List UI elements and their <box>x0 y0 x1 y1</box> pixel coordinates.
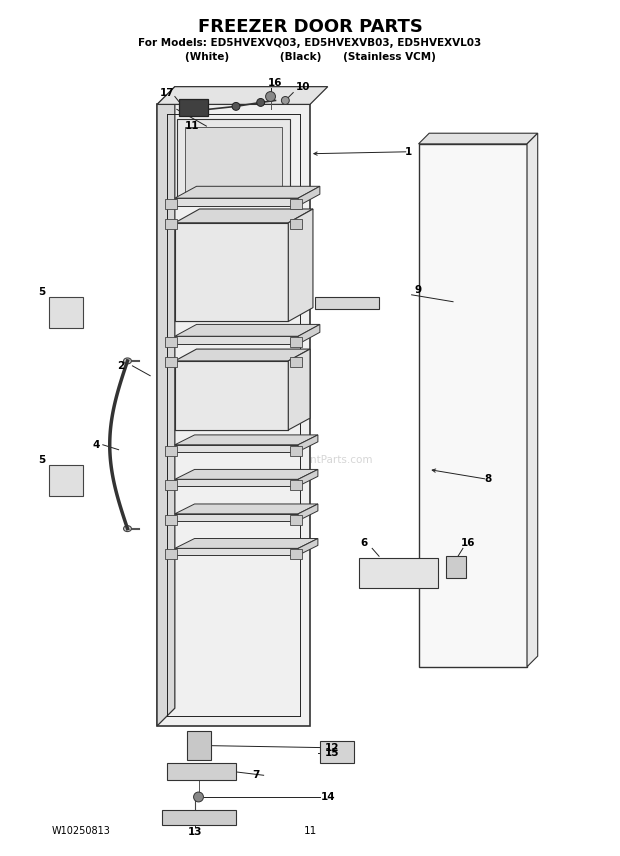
Text: 5: 5 <box>38 287 45 297</box>
Polygon shape <box>175 435 318 445</box>
Polygon shape <box>315 297 379 309</box>
Text: W10250813: W10250813 <box>51 825 110 835</box>
Text: (White)              (Black)      (Stainless VCM): (White) (Black) (Stainless VCM) <box>185 52 435 62</box>
Polygon shape <box>165 550 177 559</box>
Polygon shape <box>175 336 298 344</box>
Polygon shape <box>175 223 288 322</box>
Text: 7: 7 <box>252 770 259 781</box>
Polygon shape <box>175 198 298 206</box>
Polygon shape <box>175 445 298 452</box>
Polygon shape <box>165 219 177 229</box>
Text: FREEZER DOOR PARTS: FREEZER DOOR PARTS <box>198 19 422 37</box>
Ellipse shape <box>123 526 131 532</box>
Polygon shape <box>290 337 302 347</box>
Polygon shape <box>290 219 302 229</box>
Polygon shape <box>298 504 318 520</box>
Polygon shape <box>418 144 527 667</box>
Polygon shape <box>290 550 302 559</box>
Text: For Models: ED5HVEXVQ03, ED5HVEXVB03, ED5HVEXVL03: For Models: ED5HVEXVQ03, ED5HVEXVB03, ED… <box>138 39 482 48</box>
Text: 5: 5 <box>38 455 45 465</box>
Polygon shape <box>175 479 298 486</box>
Polygon shape <box>320 740 355 764</box>
Polygon shape <box>175 349 310 361</box>
Polygon shape <box>290 199 302 209</box>
Polygon shape <box>298 469 318 486</box>
Polygon shape <box>288 209 313 322</box>
Polygon shape <box>288 349 310 430</box>
Polygon shape <box>175 538 318 549</box>
Text: 9: 9 <box>415 285 422 294</box>
Ellipse shape <box>123 358 131 364</box>
Polygon shape <box>165 446 177 455</box>
Polygon shape <box>165 337 177 347</box>
Polygon shape <box>165 480 177 490</box>
Circle shape <box>265 92 275 102</box>
Polygon shape <box>175 504 318 514</box>
Polygon shape <box>290 357 302 367</box>
Polygon shape <box>175 514 298 520</box>
Circle shape <box>193 792 203 802</box>
Polygon shape <box>162 810 236 824</box>
Text: 11: 11 <box>184 121 199 131</box>
Polygon shape <box>360 558 438 588</box>
Polygon shape <box>298 435 318 452</box>
Text: 16: 16 <box>268 78 283 87</box>
Text: 17: 17 <box>159 87 174 98</box>
Polygon shape <box>418 134 538 144</box>
Polygon shape <box>185 127 282 195</box>
Text: 15: 15 <box>324 747 339 758</box>
Polygon shape <box>298 187 320 206</box>
Text: 13: 13 <box>187 828 202 837</box>
Polygon shape <box>157 86 175 726</box>
Polygon shape <box>290 514 302 525</box>
Polygon shape <box>48 297 83 329</box>
Polygon shape <box>165 514 177 525</box>
Polygon shape <box>167 764 236 780</box>
Text: eReplacementParts.com: eReplacementParts.com <box>247 455 373 465</box>
Polygon shape <box>298 324 320 344</box>
Polygon shape <box>527 134 538 667</box>
Text: 12: 12 <box>324 743 339 752</box>
Polygon shape <box>175 361 288 430</box>
Text: 6: 6 <box>361 538 368 549</box>
Polygon shape <box>290 446 302 455</box>
Polygon shape <box>165 357 177 367</box>
Polygon shape <box>157 104 310 726</box>
Circle shape <box>232 103 240 110</box>
Polygon shape <box>290 480 302 490</box>
Polygon shape <box>175 187 320 198</box>
Polygon shape <box>298 538 318 556</box>
Circle shape <box>281 97 290 104</box>
Polygon shape <box>48 465 83 496</box>
Polygon shape <box>175 549 298 556</box>
Polygon shape <box>165 199 177 209</box>
Text: 1: 1 <box>405 146 412 157</box>
Text: 2: 2 <box>117 361 124 371</box>
Circle shape <box>257 98 265 106</box>
Polygon shape <box>175 469 318 479</box>
Text: 8: 8 <box>484 474 491 484</box>
Polygon shape <box>179 99 208 116</box>
Polygon shape <box>446 556 466 578</box>
Text: 4: 4 <box>92 440 100 449</box>
Polygon shape <box>157 86 328 104</box>
Text: 11: 11 <box>303 825 317 835</box>
Polygon shape <box>175 209 313 223</box>
Polygon shape <box>175 324 320 336</box>
Text: 14: 14 <box>321 792 335 802</box>
Polygon shape <box>177 119 290 203</box>
Text: 16: 16 <box>461 538 475 549</box>
Polygon shape <box>187 731 211 760</box>
Text: 10: 10 <box>296 81 311 92</box>
